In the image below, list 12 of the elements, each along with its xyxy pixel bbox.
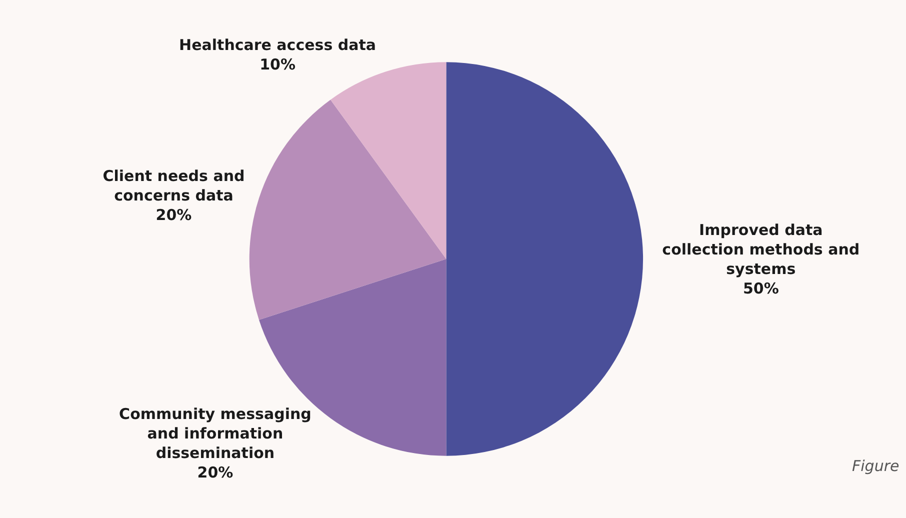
pie-slice [446, 62, 643, 456]
pie-slice [250, 100, 446, 320]
text: Figure [852, 457, 900, 475]
data-label: 10% [260, 56, 296, 74]
slice-label: Healthcare access data [179, 36, 376, 54]
data-label: 20% [197, 464, 234, 482]
pie-slice [330, 62, 446, 259]
slice-label: Client needs and concerns data [102, 166, 245, 204]
data-label: 20% [156, 206, 192, 224]
slice-label: Improved data collection methods and systems [662, 220, 860, 278]
data-label: 50% [742, 279, 779, 298]
slice-label: Community messaging and information dissemination [119, 405, 312, 462]
